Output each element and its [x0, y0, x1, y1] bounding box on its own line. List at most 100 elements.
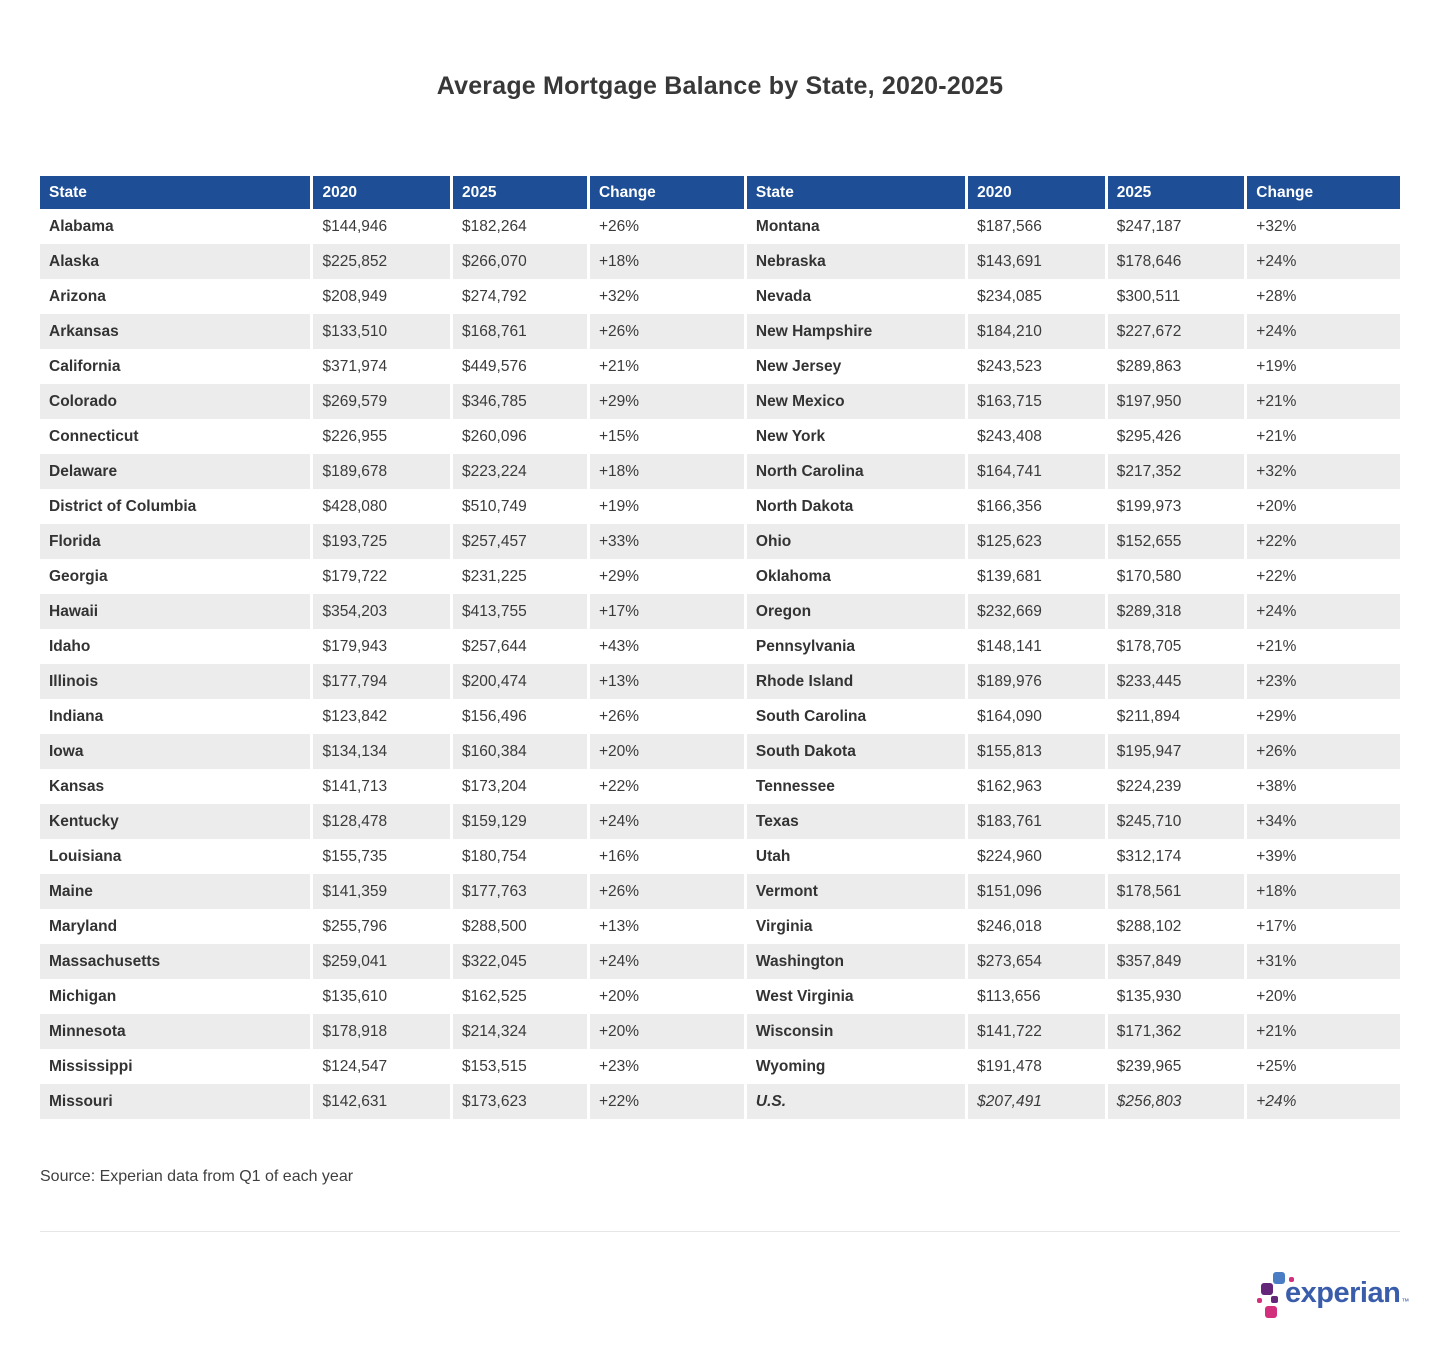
- change-cell: +21%: [1247, 384, 1400, 419]
- value-2025-cell: $288,500: [453, 909, 587, 944]
- state-cell: Louisiana: [40, 839, 311, 874]
- value-2020-cell: $178,918: [313, 1014, 451, 1049]
- logo-purple-dot-icon: [1271, 1296, 1278, 1303]
- state-cell: U.S.: [746, 1084, 966, 1119]
- state-cell: New Jersey: [746, 349, 966, 384]
- change-cell: +15%: [589, 419, 744, 454]
- table-row: Arkansas $133,510 $168,761 +26% New Hampshir…: [40, 314, 1400, 349]
- value-2020-cell: $164,090: [968, 699, 1105, 734]
- change-cell: +32%: [1247, 209, 1400, 244]
- value-2025-cell: $156,496: [453, 699, 587, 734]
- change-cell: +18%: [589, 244, 744, 279]
- value-2025-cell: $199,973: [1107, 489, 1245, 524]
- table-row: Florida $193,725 $257,457 +33% Ohio $125,623 $…: [40, 524, 1400, 559]
- table-row: District of Columbia $428,080 $510,749 +19%…: [40, 489, 1400, 524]
- change-cell: +20%: [589, 979, 744, 1014]
- value-2020-cell: $123,842: [313, 699, 451, 734]
- change-cell: +24%: [589, 944, 744, 979]
- value-2025-cell: $162,525: [453, 979, 587, 1014]
- value-2020-cell: $184,210: [968, 314, 1105, 349]
- value-2025-cell: $288,102: [1107, 909, 1245, 944]
- column-header-2020: 2020: [968, 176, 1105, 209]
- table-row: Mississippi $124,547 $153,515 +23% Wyoming $1…: [40, 1049, 1400, 1084]
- logo-blue-square-icon: [1273, 1272, 1285, 1284]
- value-2025-cell: $214,324: [453, 1014, 587, 1049]
- value-2025-cell: $223,224: [453, 454, 587, 489]
- state-cell: Alabama: [40, 209, 311, 244]
- column-header-state: State: [746, 176, 966, 209]
- value-2020-cell: $371,974: [313, 349, 451, 384]
- value-2025-cell: $168,761: [453, 314, 587, 349]
- state-cell: Idaho: [40, 629, 311, 664]
- change-cell: +23%: [589, 1049, 744, 1084]
- change-cell: +38%: [1247, 769, 1400, 804]
- state-cell: Georgia: [40, 559, 311, 594]
- value-2025-cell: $233,445: [1107, 664, 1245, 699]
- value-2025-cell: $182,264: [453, 209, 587, 244]
- value-2025-cell: $173,204: [453, 769, 587, 804]
- state-cell: Michigan: [40, 979, 311, 1014]
- value-2020-cell: $134,134: [313, 734, 451, 769]
- value-2025-cell: $200,474: [453, 664, 587, 699]
- state-cell: Oregon: [746, 594, 966, 629]
- table-row: Arizona $208,949 $274,792 +32% Nevada $234,08…: [40, 279, 1400, 314]
- change-cell: +24%: [1247, 314, 1400, 349]
- value-2025-cell: $224,239: [1107, 769, 1245, 804]
- change-cell: +31%: [1247, 944, 1400, 979]
- state-cell: Florida: [40, 524, 311, 559]
- change-cell: +24%: [1247, 1084, 1400, 1119]
- state-cell: Montana: [746, 209, 966, 244]
- change-cell: +29%: [589, 384, 744, 419]
- state-cell: Texas: [746, 804, 966, 839]
- experian-wordmark: experian: [1285, 1277, 1401, 1309]
- table-row: Illinois $177,794 $200,474 +13% Rhode Island…: [40, 664, 1400, 699]
- value-2025-cell: $170,580: [1107, 559, 1245, 594]
- value-2025-cell: $197,950: [1107, 384, 1245, 419]
- value-2020-cell: $124,547: [313, 1049, 451, 1084]
- change-cell: +28%: [1247, 279, 1400, 314]
- value-2020-cell: $255,796: [313, 909, 451, 944]
- value-2020-cell: $259,041: [313, 944, 451, 979]
- change-cell: +29%: [589, 559, 744, 594]
- change-cell: +13%: [589, 664, 744, 699]
- value-2025-cell: $510,749: [453, 489, 587, 524]
- value-2025-cell: $274,792: [453, 279, 587, 314]
- value-2020-cell: $135,610: [313, 979, 451, 1014]
- column-header-state: State: [40, 176, 311, 209]
- value-2025-cell: $178,646: [1107, 244, 1245, 279]
- value-2020-cell: $151,096: [968, 874, 1105, 909]
- state-cell: Ohio: [746, 524, 966, 559]
- change-cell: +21%: [1247, 1014, 1400, 1049]
- state-cell: Wisconsin: [746, 1014, 966, 1049]
- state-cell: Wyoming: [746, 1049, 966, 1084]
- state-cell: Vermont: [746, 874, 966, 909]
- table-row: Connecticut $226,955 $260,096 +15% New York $…: [40, 419, 1400, 454]
- value-2025-cell: $217,352: [1107, 454, 1245, 489]
- value-2020-cell: $155,735: [313, 839, 451, 874]
- state-cell: Illinois: [40, 664, 311, 699]
- table-row: Indiana $123,842 $156,496 +26% South Carolin…: [40, 699, 1400, 734]
- value-2020-cell: $183,761: [968, 804, 1105, 839]
- state-cell: Utah: [746, 839, 966, 874]
- table-row: Kansas $141,713 $173,204 +22% Tennessee $162,…: [40, 769, 1400, 804]
- value-2020-cell: $163,715: [968, 384, 1105, 419]
- state-cell: Washington: [746, 944, 966, 979]
- value-2025-cell: $171,362: [1107, 1014, 1245, 1049]
- value-2025-cell: $245,710: [1107, 804, 1245, 839]
- value-2020-cell: $144,946: [313, 209, 451, 244]
- change-cell: +26%: [589, 874, 744, 909]
- state-cell: West Virginia: [746, 979, 966, 1014]
- change-cell: +22%: [1247, 524, 1400, 559]
- value-2025-cell: $195,947: [1107, 734, 1245, 769]
- state-cell: Iowa: [40, 734, 311, 769]
- value-2020-cell: $128,478: [313, 804, 451, 839]
- value-2020-cell: $243,523: [968, 349, 1105, 384]
- value-2020-cell: $189,976: [968, 664, 1105, 699]
- table-row: Delaware $189,678 $223,224 +18% North Caroli…: [40, 454, 1400, 489]
- state-cell: Pennsylvania: [746, 629, 966, 664]
- change-cell: +22%: [589, 1084, 744, 1119]
- change-cell: +21%: [1247, 419, 1400, 454]
- logo-word-row: experian ™: [1285, 1278, 1409, 1308]
- state-cell: Indiana: [40, 699, 311, 734]
- state-cell: District of Columbia: [40, 489, 311, 524]
